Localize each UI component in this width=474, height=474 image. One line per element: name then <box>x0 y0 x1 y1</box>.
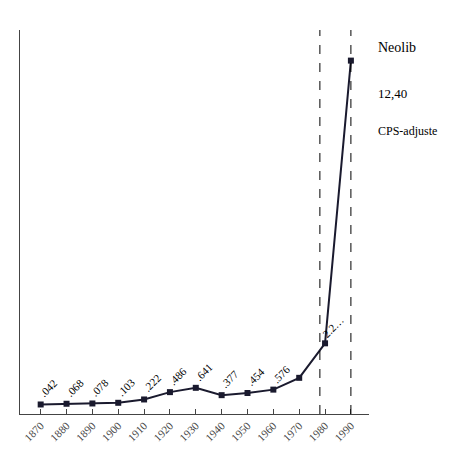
svg-text:1880: 1880 <box>48 419 72 443</box>
svg-text:1930: 1930 <box>177 419 201 443</box>
svg-text:1870: 1870 <box>22 419 46 443</box>
svg-text:1940: 1940 <box>203 419 227 443</box>
svg-text:.222: .222 <box>141 372 163 394</box>
svg-text:.576: .576 <box>270 363 292 385</box>
svg-text:.068: .068 <box>64 376 86 398</box>
svg-text:1900: 1900 <box>100 419 124 443</box>
svg-text:1990: 1990 <box>332 419 356 443</box>
svg-text:.454: .454 <box>245 366 267 388</box>
svg-text:1910: 1910 <box>125 419 149 443</box>
svg-text:12,40: 12,40 <box>378 86 407 101</box>
svg-text:.377: .377 <box>218 368 240 390</box>
svg-text:CPS-adjuste: CPS-adjuste <box>378 124 437 138</box>
svg-text:1920: 1920 <box>151 419 175 443</box>
svg-text:.103: .103 <box>115 376 137 398</box>
svg-text:Neolib: Neolib <box>378 40 416 55</box>
svg-text:1970: 1970 <box>280 419 304 443</box>
svg-text:.042: .042 <box>37 377 59 399</box>
svg-text:1980: 1980 <box>306 419 330 443</box>
svg-text:.078: .078 <box>88 376 110 398</box>
svg-text:2.2…: 2.2… <box>320 314 346 340</box>
svg-text:1950: 1950 <box>229 419 253 443</box>
svg-text:.641: .641 <box>193 361 215 383</box>
svg-text:1890: 1890 <box>74 419 98 443</box>
svg-text:1960: 1960 <box>255 419 279 443</box>
svg-text:.486: .486 <box>167 365 189 387</box>
